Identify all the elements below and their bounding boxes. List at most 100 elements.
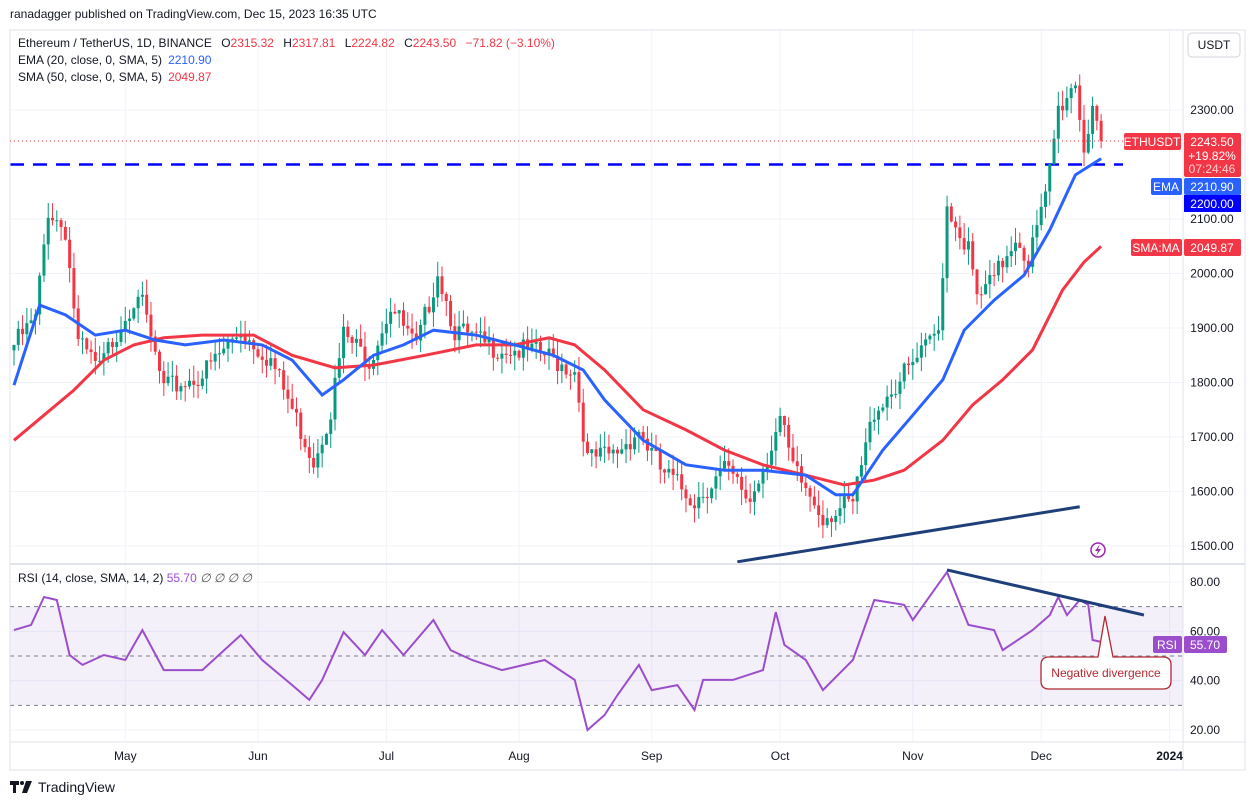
candle-body: [568, 374, 572, 376]
sma-price-box: [1184, 239, 1241, 256]
sma50-line: [13, 245, 1103, 487]
candle-body: [217, 353, 221, 355]
candle-body: [954, 221, 958, 228]
candle-body: [513, 350, 517, 356]
price-tick-label: 1700.00: [1190, 430, 1234, 444]
candle-body: [941, 278, 945, 331]
rsi-axis[interactable]: 80.00 60.00 40.00 20.00: [1190, 575, 1220, 737]
price-axis[interactable]: 2300.00 2100.00 2000.00 1900.00 1800.00 1700.…: [1190, 103, 1234, 553]
low-value: 2224.82: [351, 36, 395, 50]
candle-body: [68, 239, 72, 269]
candle-body: [1082, 119, 1086, 153]
level-price-box: [1184, 195, 1241, 212]
time-tick-label: Nov: [902, 749, 923, 763]
time-tick-label: May: [114, 749, 137, 763]
candle-body: [928, 335, 932, 340]
support-trendline[interactable]: [737, 505, 1080, 564]
rsi-guides: [10, 606, 1183, 706]
candle-body: [663, 469, 667, 473]
price-tick-label: 1600.00: [1190, 485, 1234, 499]
tradingview-logo[interactable]: TradingView: [10, 779, 115, 795]
candle-body: [316, 453, 320, 468]
candle-body: [363, 346, 367, 367]
candle-body: [110, 342, 114, 347]
candle-body: [714, 476, 718, 489]
time-tick-label: Jun: [248, 749, 267, 763]
candle-body: [324, 433, 328, 445]
candle-body: [984, 284, 988, 295]
candle-body: [397, 310, 401, 314]
candle-body: [474, 331, 478, 333]
candle-body: [205, 360, 209, 379]
candle-body: [444, 294, 448, 302]
candle-body: [1035, 225, 1039, 238]
candle-body: [504, 353, 508, 355]
candle-body: [1052, 138, 1056, 165]
last-price: 2243.50: [1190, 135, 1234, 149]
candle-body: [256, 349, 260, 357]
candle-body: [881, 407, 885, 411]
candle-body: [868, 421, 872, 443]
sma-price: 2049.87: [1190, 241, 1234, 255]
candle-body: [282, 370, 286, 390]
candle-body: [491, 337, 495, 358]
rsi-trendline[interactable]: [946, 568, 1145, 617]
candle-body: [748, 498, 752, 502]
time-axis[interactable]: May Jun Jul Aug Sep Oct Nov Dec 2024: [114, 749, 1183, 763]
candle-body: [633, 437, 637, 450]
candle-body: [89, 349, 93, 352]
rsi-legend-row[interactable]: RSI (14, close, SMA, 14, 2) 55.70 ∅ ∅ ∅ …: [18, 571, 252, 585]
candle-body: [735, 473, 739, 477]
candle-body: [829, 518, 833, 522]
candle-body: [384, 323, 388, 334]
sma-legend-row[interactable]: SMA (50, close, 0, SMA, 5) 2049.87: [18, 69, 555, 86]
candle-body: [466, 323, 470, 333]
candle-body: [80, 338, 84, 340]
currency-button[interactable]: [1187, 32, 1241, 58]
candle-body: [795, 461, 799, 467]
ema-price-box: [1184, 178, 1241, 195]
sma-value: 2049.87: [168, 70, 212, 84]
candle-body: [1078, 85, 1082, 120]
candle-body: [650, 448, 654, 451]
candle-body: [132, 308, 136, 319]
time-tick-label: Dec: [1031, 749, 1052, 763]
candle-body: [530, 343, 534, 349]
lightning-icon[interactable]: [1090, 542, 1106, 558]
candle-body: [761, 470, 765, 484]
rsi-tick-label: 40.00: [1190, 674, 1220, 688]
candle-body: [966, 241, 970, 250]
candle-body: [710, 488, 714, 499]
ema-legend-row[interactable]: EMA (20, close, 0, SMA, 5) 2210.90: [18, 52, 555, 69]
change-value: −71.82 (−3.10%): [465, 36, 555, 50]
candle-body: [1048, 164, 1052, 192]
candle-body: [620, 449, 624, 454]
candle-body: [949, 206, 953, 222]
candle-body: [727, 461, 731, 466]
candle-body: [817, 505, 821, 515]
candle-body: [851, 499, 855, 502]
high-value: 2317.81: [291, 36, 336, 50]
candle-body: [265, 359, 269, 366]
candle-body: [812, 496, 816, 506]
candle-body: [825, 518, 829, 526]
candle-body: [243, 335, 247, 342]
price-tick-label: 2000.00: [1190, 267, 1234, 281]
candle-body: [55, 220, 59, 222]
candle-body: [140, 294, 144, 297]
candle-body: [654, 448, 658, 451]
candle-body: [1009, 251, 1013, 257]
negative-divergence-callout[interactable]: Negative divergence: [1040, 615, 1172, 690]
candle-body: [115, 341, 119, 347]
candle-body: [1022, 247, 1026, 261]
candle-body: [979, 294, 983, 296]
candle-body: [102, 353, 106, 361]
candle-body: [226, 341, 230, 349]
candle-body: [290, 398, 294, 409]
candle-body: [350, 337, 354, 343]
last-price-box: [1184, 133, 1241, 177]
candle-body: [787, 424, 791, 448]
candle-body: [538, 342, 542, 354]
symbol-title[interactable]: Ethereum / TetherUS, 1D, BINANCE: [18, 36, 212, 50]
